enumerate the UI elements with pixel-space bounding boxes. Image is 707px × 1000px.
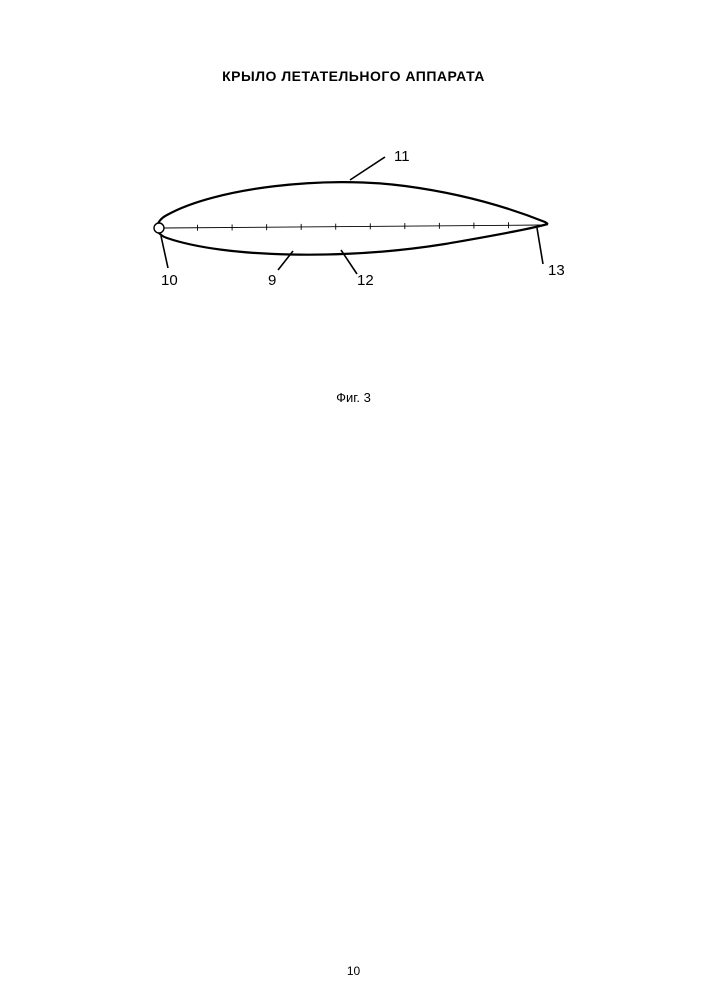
label-12: 12 [357, 272, 374, 289]
airfoil-upper [157, 182, 548, 228]
chord-line [163, 225, 543, 228]
page-root: КРЫЛО ЛЕТАТЕЛЬНОГО АППАРАТА 11 10 9 12 1… [0, 0, 707, 1000]
leading-edge-circle [154, 223, 164, 233]
page-number: 10 [0, 964, 707, 978]
airfoil-lower [157, 224, 548, 255]
label-9: 9 [268, 272, 276, 289]
label-13: 13 [548, 262, 565, 279]
leader-lines [161, 157, 543, 274]
page-title: КРЫЛО ЛЕТАТЕЛЬНОГО АППАРАТА [0, 68, 707, 84]
label-10: 10 [161, 272, 178, 289]
figure-caption: Фиг. 3 [0, 390, 707, 405]
label-11: 11 [394, 148, 410, 165]
airfoil-figure [145, 150, 565, 290]
